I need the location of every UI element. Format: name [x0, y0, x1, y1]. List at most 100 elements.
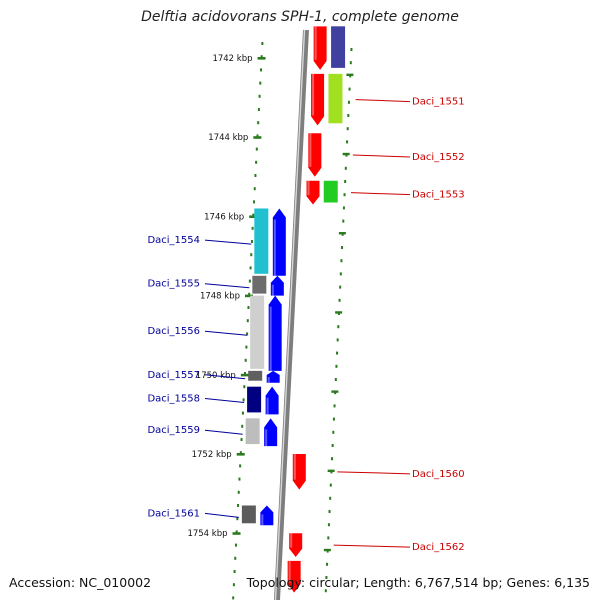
- track-dot-right: [332, 417, 335, 421]
- track-dot-left: [255, 147, 258, 151]
- gene-arrow-body: [266, 370, 280, 383]
- gene-arrow-body: [264, 418, 278, 447]
- track-dot-right: [337, 325, 340, 329]
- track-dot-left: [232, 583, 235, 587]
- scale-tick-mark: [257, 57, 266, 60]
- scale-tick-label: 1752 kbp: [192, 450, 232, 460]
- track-dot-left: [233, 570, 236, 573]
- gene-label-text: Daci_1559: [147, 425, 200, 436]
- gene-label[interactable]: Daci_1557: [147, 370, 246, 381]
- gene-arrow-body: [306, 180, 320, 205]
- track-dot-right: [336, 338, 339, 342]
- track-dot-right: [333, 404, 336, 408]
- gene-arrow: [241, 505, 274, 526]
- gene-shading-block: [248, 370, 263, 381]
- genome-summary-text: Topology: circular; Length: 6,767,514 bp…: [246, 575, 590, 590]
- track-dot-left: [259, 81, 262, 85]
- track-dot-right: [344, 166, 347, 170]
- scale-tick-label: 1744 kbp: [208, 133, 248, 143]
- track-dot-right: [334, 391, 337, 395]
- gene-shading-block: [252, 275, 267, 294]
- track-dot-right: [346, 140, 349, 144]
- gene-label[interactable]: Daci_1555: [147, 279, 250, 290]
- gene-arrow-body: [313, 26, 327, 70]
- gene-label-text: Daci_1557: [147, 370, 200, 381]
- track-dot-left: [253, 187, 256, 191]
- track-dot-right: [325, 576, 328, 579]
- track-dot-left: [248, 292, 251, 296]
- track-dot-right: [350, 48, 353, 51]
- track-dot-left: [255, 160, 258, 164]
- track-dot-right: [349, 61, 352, 65]
- scale-tick-mark: [249, 215, 258, 218]
- gene-label-leader: [204, 512, 239, 518]
- gene-label-leader: [204, 330, 248, 336]
- track-dot-left: [234, 556, 237, 560]
- gene-arrow: [308, 133, 322, 177]
- scale-tick-mark: [236, 453, 245, 456]
- track-dot-left: [240, 438, 243, 441]
- gene-label-leader: [204, 283, 250, 289]
- track-dot-left: [237, 490, 240, 494]
- gene-label-text: Daci_1554: [147, 235, 200, 246]
- track-dot-right: [336, 351, 339, 355]
- gene-label-leader: [204, 398, 245, 404]
- gene-arrow: [252, 275, 284, 296]
- track-dot-right: [332, 430, 335, 434]
- track-dot-left: [260, 55, 263, 59]
- dotted-tracks: [232, 42, 353, 600]
- gene-arrow-body: [287, 560, 301, 593]
- gene-layer: [241, 26, 346, 593]
- gene-label[interactable]: Daci_1559: [147, 425, 243, 436]
- track-dot-right: [335, 364, 338, 368]
- track-dot-left: [244, 358, 247, 362]
- track-dot-left: [248, 279, 251, 283]
- gene-arrow: [306, 180, 338, 205]
- gene-label[interactable]: Daci_1562: [333, 542, 465, 553]
- gene-arrow-body: [272, 208, 286, 276]
- scale-tick-mark: [240, 373, 249, 377]
- gene-label-leader: [204, 239, 252, 245]
- track-dot-right: [337, 312, 340, 315]
- track-dot-left: [245, 345, 248, 349]
- gene-label-text: Daci_1551: [412, 97, 465, 108]
- gene-label-leader: [204, 374, 246, 380]
- gene-arrow-body: [270, 275, 284, 296]
- track-dot-left: [246, 332, 249, 336]
- gene-arrow: [313, 26, 346, 70]
- track-dot-left: [250, 253, 253, 257]
- gene-label[interactable]: Daci_1556: [147, 326, 248, 337]
- gene-arrow: [254, 208, 286, 276]
- track-dot-left: [241, 424, 244, 428]
- track-dot-right: [334, 378, 337, 381]
- gene-arrow: [292, 454, 306, 490]
- gene-label[interactable]: Daci_1558: [147, 394, 245, 405]
- track-dot-left: [249, 266, 252, 270]
- gene-shading-block: [241, 505, 256, 524]
- gene-label[interactable]: Daci_1560: [337, 469, 465, 480]
- track-dot-left: [258, 94, 261, 98]
- gene-label[interactable]: Daci_1561: [147, 508, 239, 519]
- gene-label-text: Daci_1552: [412, 152, 465, 163]
- track-dot-left: [242, 398, 245, 402]
- track-dot-right: [345, 153, 348, 157]
- track-dot-right: [340, 259, 343, 263]
- gene-label[interactable]: Daci_1552: [352, 152, 465, 163]
- track-dot-right: [346, 127, 349, 131]
- gene-shading-block: [250, 295, 265, 369]
- gene-arrow-body: [268, 295, 282, 371]
- gene-label-layer: Daci_1551 Daci_1552 Daci_1553 Daci_1554 Daci…: [147, 97, 464, 554]
- track-dot-left: [252, 213, 255, 217]
- gene-shading-block: [245, 418, 260, 445]
- track-dot-left: [244, 372, 246, 375]
- gene-label[interactable]: Daci_1553: [350, 190, 465, 201]
- gene-arrow: [245, 418, 278, 447]
- track-dot-right: [347, 100, 350, 104]
- gene-label-leader: [337, 471, 411, 475]
- gene-label-text: Daci_1553: [412, 190, 465, 201]
- gene-arrow-body: [265, 386, 279, 415]
- gene-label[interactable]: Daci_1551: [355, 97, 465, 108]
- gene-label[interactable]: Daci_1554: [147, 235, 252, 246]
- track-dot-right: [343, 193, 346, 197]
